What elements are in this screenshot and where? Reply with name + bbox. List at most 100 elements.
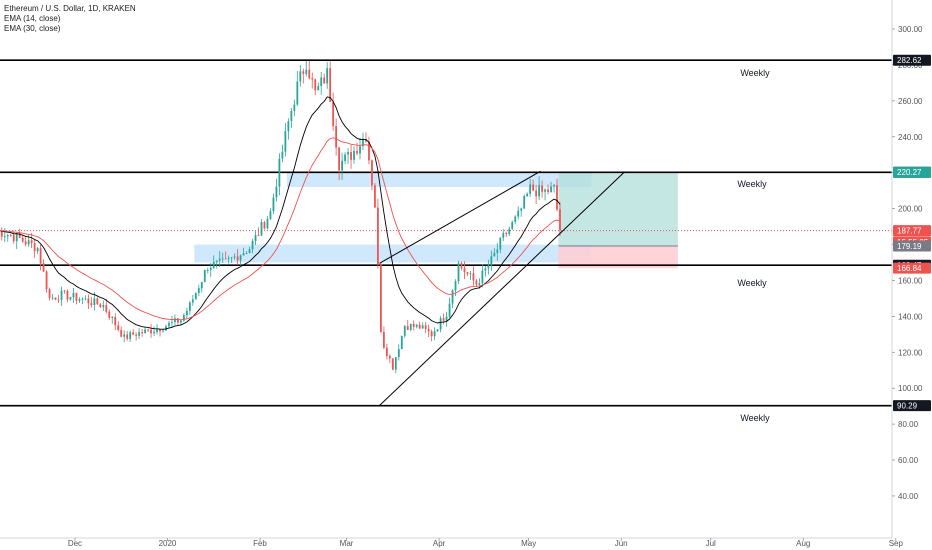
price-tick-label: 80.00 — [898, 420, 919, 429]
candle-body — [215, 260, 218, 263]
candle-body — [69, 297, 72, 300]
candle-body — [236, 256, 239, 261]
candle-body — [245, 253, 248, 254]
candle-body — [174, 318, 176, 323]
candle-body — [377, 207, 379, 264]
candle-body — [365, 139, 367, 142]
candle-body — [421, 325, 424, 329]
time-tick-label: 2020 — [159, 539, 177, 548]
candle-body — [314, 79, 317, 91]
price-tag-text: 220.27 — [897, 168, 922, 177]
candle-body — [290, 110, 293, 122]
candle-body — [362, 139, 364, 147]
candle-body — [550, 186, 552, 193]
candle-body — [96, 298, 99, 305]
candle-body — [233, 256, 236, 258]
candle-body — [326, 68, 329, 84]
candle-body — [230, 257, 233, 259]
chart-legend: Ethereum / U.S. Dollar, 1D, KRAKEN EMA (… — [4, 4, 136, 34]
levels-layer: Weekly Weekly Weekly Weekly — [0, 59, 892, 423]
candle-body — [403, 326, 406, 336]
candle-body — [159, 329, 161, 332]
candle-body — [296, 81, 299, 105]
candle-body — [547, 189, 549, 193]
candle-body — [212, 262, 215, 268]
price-tick-label: 60.00 — [898, 456, 919, 465]
candle-body — [75, 292, 78, 301]
zones-layer — [194, 172, 592, 263]
candle-body — [481, 270, 484, 284]
candle-body — [478, 283, 481, 285]
candle-body — [188, 302, 191, 311]
candle-body — [499, 237, 502, 250]
candle-body — [308, 69, 311, 79]
candle-body — [57, 299, 60, 301]
candle-body — [448, 303, 451, 317]
candle-body — [63, 290, 66, 292]
candle-body — [209, 267, 212, 270]
candle-body — [36, 248, 39, 252]
price-tags: 282.62220.22168.4790.29220.27187.7715:55… — [893, 54, 931, 412]
candle-body — [469, 273, 472, 275]
level-price-tag — [893, 400, 931, 412]
candle-body — [436, 329, 439, 332]
candle-body — [427, 328, 430, 332]
candle-body — [317, 86, 320, 91]
ema14-legend[interactable]: EMA (14, close) — [4, 14, 61, 23]
candle-body — [302, 71, 305, 74]
candle-body — [424, 325, 427, 329]
candle-body — [117, 325, 120, 330]
candle-body — [203, 270, 206, 282]
resistance-zone — [286, 172, 592, 188]
channel-layer — [379, 170, 625, 407]
candle-body — [51, 297, 54, 299]
candle-body — [21, 237, 24, 242]
candle-body — [171, 322, 173, 323]
candle-body — [353, 150, 355, 160]
candle-body — [400, 335, 403, 350]
candle-body — [445, 316, 448, 321]
candle-body — [281, 151, 284, 159]
candle-body — [538, 185, 541, 197]
candle-body — [559, 209, 561, 231]
time-tick-label: May — [521, 539, 536, 548]
candle-body — [457, 263, 460, 282]
candle-body — [514, 216, 517, 222]
candle-body — [502, 232, 505, 238]
candle-body — [12, 235, 15, 242]
candle-body — [532, 184, 535, 191]
level-price-tag — [893, 54, 931, 66]
candle-body — [72, 292, 75, 298]
ema-layer — [0, 96, 561, 330]
ema30-legend[interactable]: EMA (30, close) — [4, 24, 61, 33]
symbol-title[interactable]: Ethereum / U.S. Dollar, 1D, KRAKEN — [4, 4, 136, 13]
candle-body — [472, 273, 475, 281]
candle-body — [442, 318, 445, 321]
weekly-level-label: Weekly — [740, 413, 770, 423]
candle-body — [299, 71, 302, 82]
candle-body — [359, 146, 361, 154]
candle-body — [48, 289, 51, 298]
candle-body — [197, 288, 200, 293]
price-tag — [893, 262, 931, 274]
price-tag-text: 179.19 — [897, 242, 922, 251]
candle-body — [406, 326, 409, 330]
profit-zone — [558, 172, 678, 246]
candle-body — [251, 240, 254, 250]
candle-body — [484, 268, 487, 271]
candle-body — [329, 68, 332, 102]
candle-body — [388, 356, 391, 359]
price-tick-label: 100.00 — [898, 384, 923, 393]
level-price-tag-text: 282.62 — [897, 56, 922, 65]
price-tick-label: 300.00 — [898, 25, 923, 34]
weekly-level-label: Weekly — [740, 68, 770, 78]
candle-body — [335, 126, 338, 148]
candle-body — [66, 290, 69, 300]
candle-body — [347, 152, 349, 155]
candle-body — [260, 222, 263, 236]
time-tick-label: Aug — [796, 539, 810, 548]
candle-body — [466, 272, 469, 274]
time-tick-label: Mar — [340, 539, 354, 548]
price-tag — [893, 240, 931, 252]
